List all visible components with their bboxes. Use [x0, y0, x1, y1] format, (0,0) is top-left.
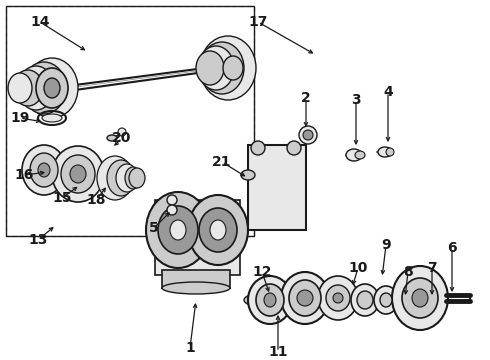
Ellipse shape — [378, 147, 392, 157]
Text: 8: 8 — [403, 265, 413, 279]
Ellipse shape — [61, 155, 95, 193]
Text: 21: 21 — [212, 155, 232, 169]
Ellipse shape — [116, 164, 138, 192]
Ellipse shape — [303, 130, 313, 140]
Ellipse shape — [38, 163, 50, 177]
Ellipse shape — [118, 128, 126, 136]
Text: 6: 6 — [447, 241, 457, 255]
Text: 13: 13 — [28, 233, 48, 247]
Ellipse shape — [22, 62, 66, 114]
Ellipse shape — [200, 42, 244, 94]
Ellipse shape — [357, 291, 373, 309]
Ellipse shape — [129, 168, 145, 188]
Ellipse shape — [200, 36, 256, 100]
Text: 19: 19 — [10, 111, 30, 125]
Ellipse shape — [223, 56, 243, 80]
Text: 4: 4 — [383, 85, 393, 99]
Text: 12: 12 — [252, 265, 272, 279]
Ellipse shape — [8, 73, 32, 103]
Text: 9: 9 — [381, 238, 391, 252]
Ellipse shape — [196, 51, 224, 85]
Ellipse shape — [374, 286, 398, 314]
Ellipse shape — [386, 148, 394, 156]
Ellipse shape — [36, 68, 68, 108]
Ellipse shape — [402, 278, 438, 318]
Ellipse shape — [351, 284, 379, 316]
Ellipse shape — [162, 282, 230, 294]
Ellipse shape — [13, 70, 43, 106]
Ellipse shape — [380, 293, 392, 307]
Ellipse shape — [70, 165, 86, 183]
Bar — [6, 6, 254, 236]
Ellipse shape — [158, 206, 198, 254]
Bar — [155, 200, 240, 275]
Ellipse shape — [264, 293, 276, 307]
Ellipse shape — [346, 149, 362, 161]
Ellipse shape — [299, 126, 317, 144]
Ellipse shape — [248, 276, 292, 324]
Ellipse shape — [167, 195, 177, 205]
Ellipse shape — [18, 66, 54, 110]
Text: 15: 15 — [52, 191, 72, 205]
Ellipse shape — [44, 78, 60, 98]
Ellipse shape — [30, 153, 58, 187]
Ellipse shape — [26, 58, 78, 118]
Text: 7: 7 — [427, 261, 437, 275]
Text: 2: 2 — [301, 91, 311, 105]
Ellipse shape — [188, 195, 248, 265]
Text: 18: 18 — [86, 193, 106, 207]
Ellipse shape — [198, 46, 234, 90]
Ellipse shape — [244, 292, 296, 308]
Ellipse shape — [22, 145, 66, 195]
Ellipse shape — [287, 141, 301, 155]
Ellipse shape — [326, 285, 350, 311]
Ellipse shape — [333, 293, 343, 303]
Ellipse shape — [297, 290, 313, 306]
Text: 5: 5 — [149, 221, 159, 235]
Ellipse shape — [125, 167, 141, 189]
Bar — [6, 6, 254, 236]
Ellipse shape — [170, 220, 186, 240]
Ellipse shape — [97, 156, 133, 200]
Ellipse shape — [251, 141, 265, 155]
Ellipse shape — [289, 280, 321, 316]
Ellipse shape — [210, 220, 226, 240]
Ellipse shape — [412, 289, 428, 307]
Text: 20: 20 — [112, 131, 132, 145]
Bar — [248, 145, 306, 230]
Ellipse shape — [107, 135, 117, 141]
Text: 16: 16 — [14, 168, 34, 182]
Text: 3: 3 — [351, 93, 361, 107]
Text: 10: 10 — [348, 261, 368, 275]
Text: 11: 11 — [268, 345, 288, 359]
Text: 14: 14 — [30, 15, 50, 29]
Ellipse shape — [318, 276, 358, 320]
Ellipse shape — [52, 146, 104, 202]
Ellipse shape — [146, 192, 210, 268]
Ellipse shape — [42, 114, 62, 122]
Ellipse shape — [199, 208, 237, 252]
Ellipse shape — [355, 151, 365, 159]
Ellipse shape — [107, 160, 135, 196]
Ellipse shape — [281, 272, 329, 324]
Ellipse shape — [241, 170, 255, 180]
Text: 17: 17 — [248, 15, 268, 29]
Bar — [248, 145, 306, 230]
Text: 1: 1 — [185, 341, 195, 355]
Bar — [162, 270, 230, 288]
Ellipse shape — [392, 266, 448, 330]
Ellipse shape — [167, 205, 177, 215]
Ellipse shape — [256, 284, 284, 316]
